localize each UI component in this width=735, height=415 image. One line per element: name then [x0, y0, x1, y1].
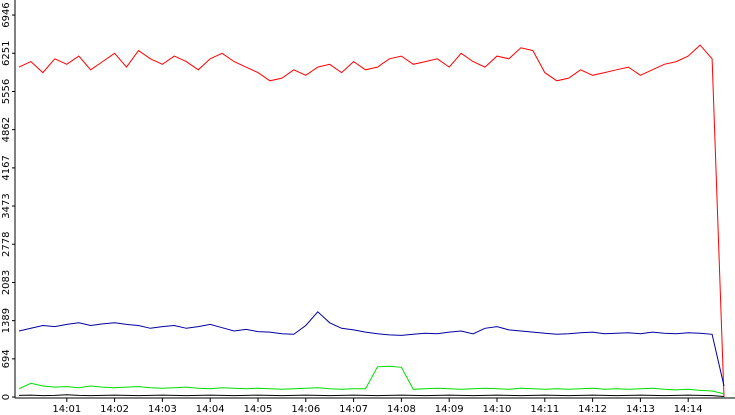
y-tick-label: 694	[1, 349, 12, 368]
y-tick-label: 1389	[1, 308, 12, 333]
x-tick-label: 14:13	[626, 404, 655, 415]
x-tick-label: 14:01	[52, 404, 81, 415]
x-tick-label: 14:06	[291, 404, 320, 415]
series-line	[18, 44, 725, 398]
series-line	[18, 311, 725, 387]
x-tick-label: 14:03	[148, 404, 177, 415]
x-tick-label: 14:08	[387, 404, 416, 415]
y-tick-label: 2083	[1, 270, 12, 295]
x-tick-label: 14:05	[244, 404, 273, 415]
y-tick-label: 4862	[1, 117, 12, 142]
x-tick-label: 14:04	[196, 404, 225, 415]
series-line	[18, 394, 725, 397]
x-tick-label: 14:09	[435, 404, 464, 415]
y-tick-label: 2778	[1, 232, 12, 257]
x-tick-label: 14:14	[674, 404, 703, 415]
x-tick-label: 14:02	[100, 404, 129, 415]
y-tick-label: 3473	[1, 193, 12, 218]
y-tick-label: 6946	[1, 2, 12, 27]
y-tick-label: 4167	[1, 155, 12, 180]
x-tick-label: 14:07	[339, 404, 368, 415]
y-tick-label: 0	[1, 394, 12, 400]
x-tick-label: 14:10	[483, 404, 512, 415]
series-line	[18, 365, 725, 395]
y-tick-label: 6251	[1, 41, 12, 66]
x-tick-label: 14:11	[530, 404, 559, 415]
x-tick-label: 14:12	[578, 404, 607, 415]
y-tick-label: 5556	[1, 79, 12, 104]
